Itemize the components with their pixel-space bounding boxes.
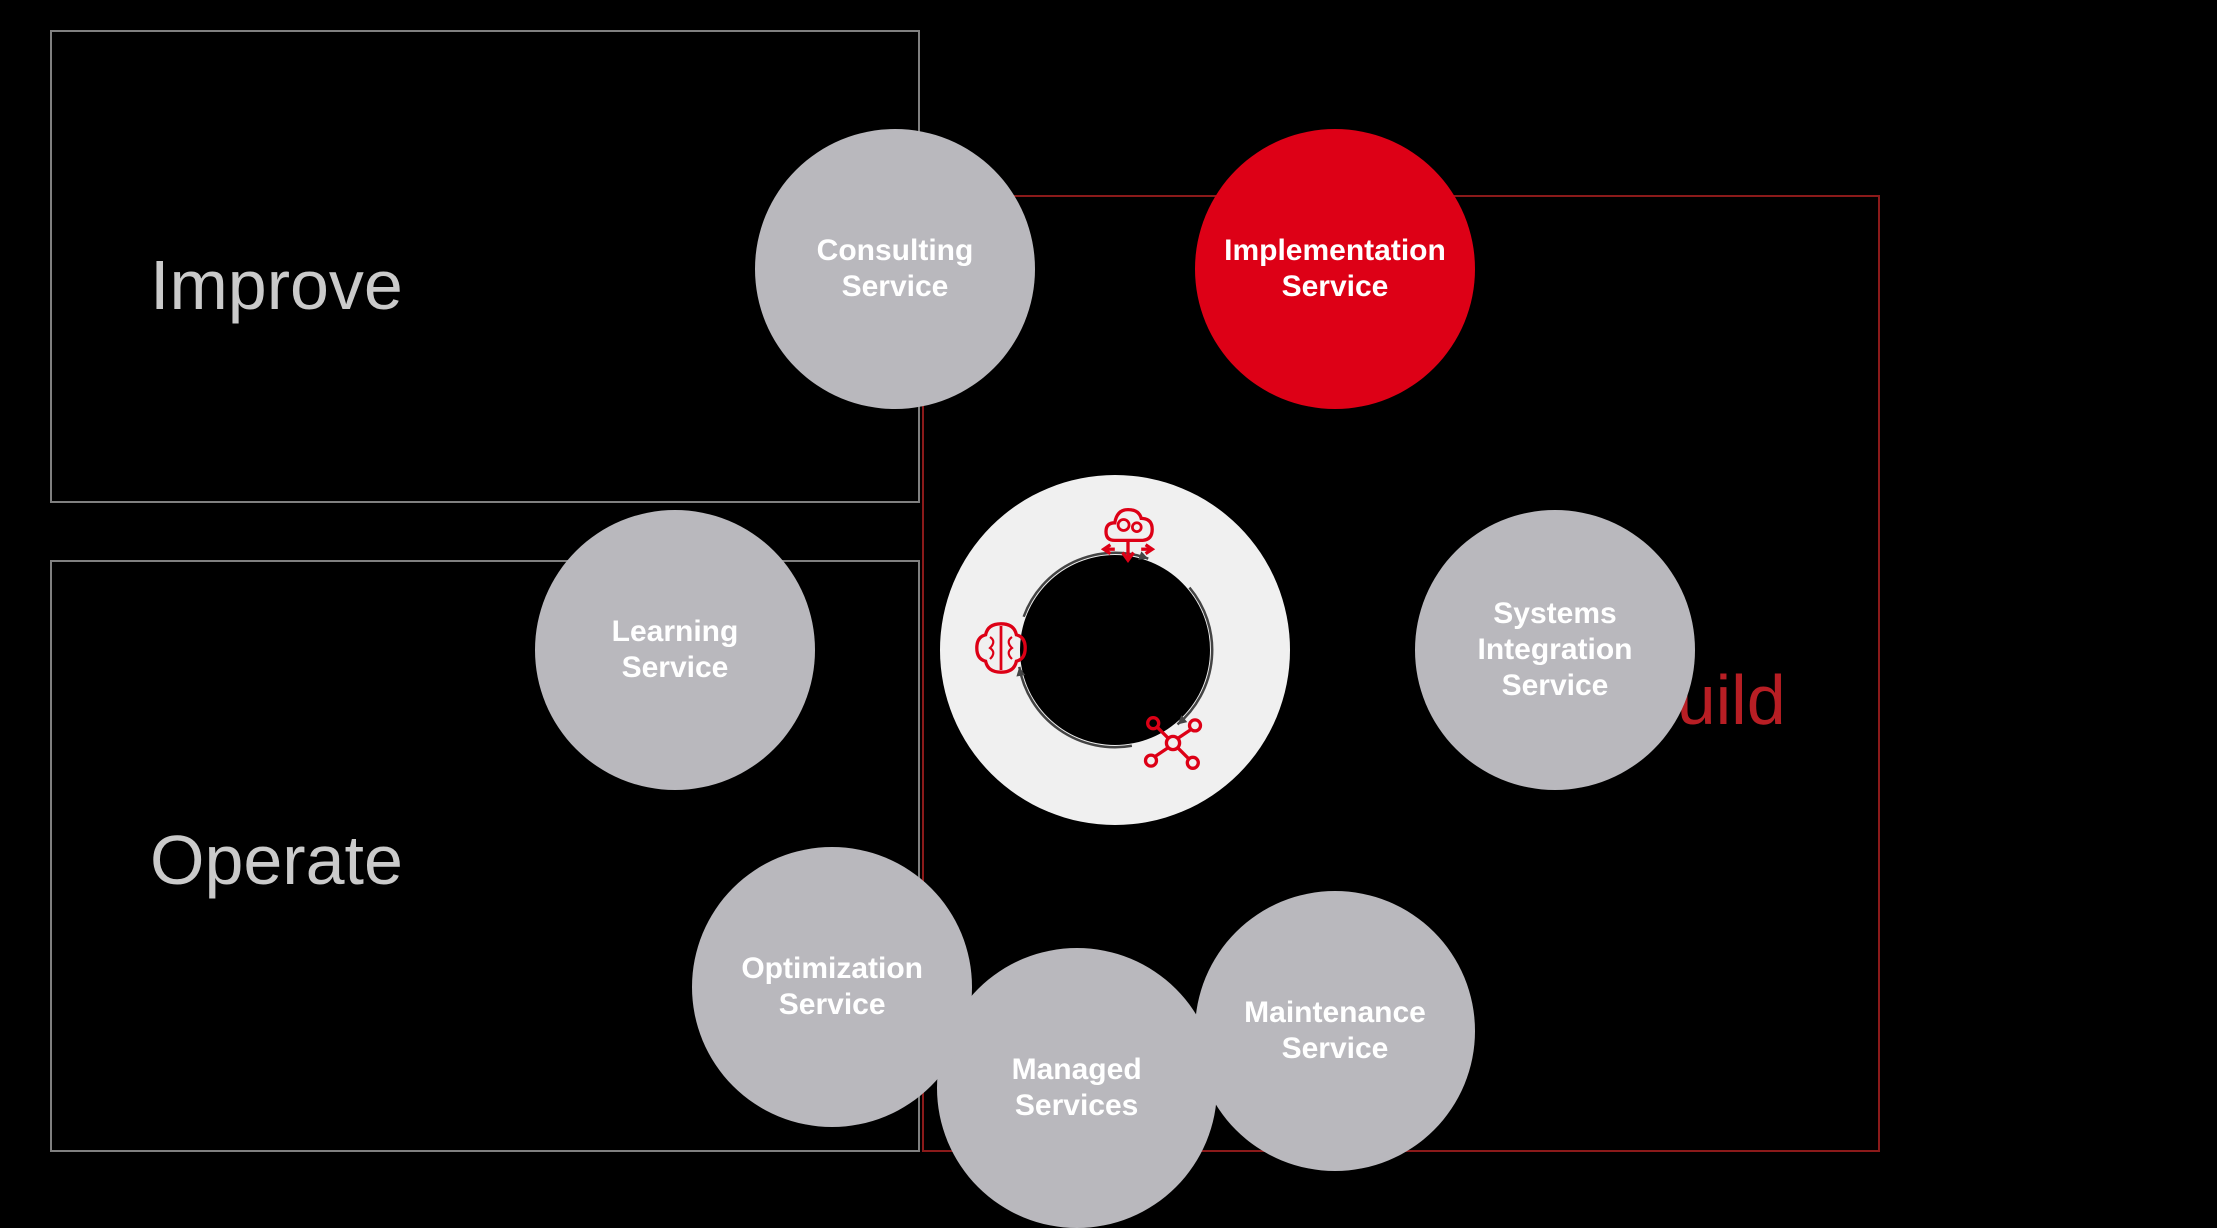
service-node-implementation: Implementation Service — [1195, 129, 1475, 409]
service-label-systems-integration: Systems Integration Service — [1478, 596, 1633, 704]
service-label-managed: Managed Services — [1012, 1052, 1142, 1124]
service-label-consulting: Consulting Service — [817, 233, 974, 305]
service-node-systems-integration: Systems Integration Service — [1415, 510, 1695, 790]
center-cycle-ring — [940, 475, 1290, 825]
service-node-managed: Managed Services — [937, 948, 1217, 1228]
service-label-learning: Learning Service — [612, 614, 739, 686]
service-node-consulting: Consulting Service — [755, 129, 1035, 409]
service-node-maintenance: Maintenance Service — [1195, 891, 1475, 1171]
service-label-optimization: Optimization Service — [741, 951, 923, 1023]
service-node-learning: Learning Service — [535, 510, 815, 790]
service-node-optimization: Optimization Service — [692, 847, 972, 1127]
center-cycle-svg — [940, 475, 1290, 825]
service-label-maintenance: Maintenance Service — [1244, 995, 1426, 1067]
network-icon — [1146, 718, 1201, 769]
brain-icon — [977, 624, 1025, 672]
phase-label-operate: Operate — [150, 820, 403, 900]
phase-label-improve: Improve — [150, 245, 403, 325]
service-label-implementation: Implementation Service — [1224, 233, 1446, 305]
